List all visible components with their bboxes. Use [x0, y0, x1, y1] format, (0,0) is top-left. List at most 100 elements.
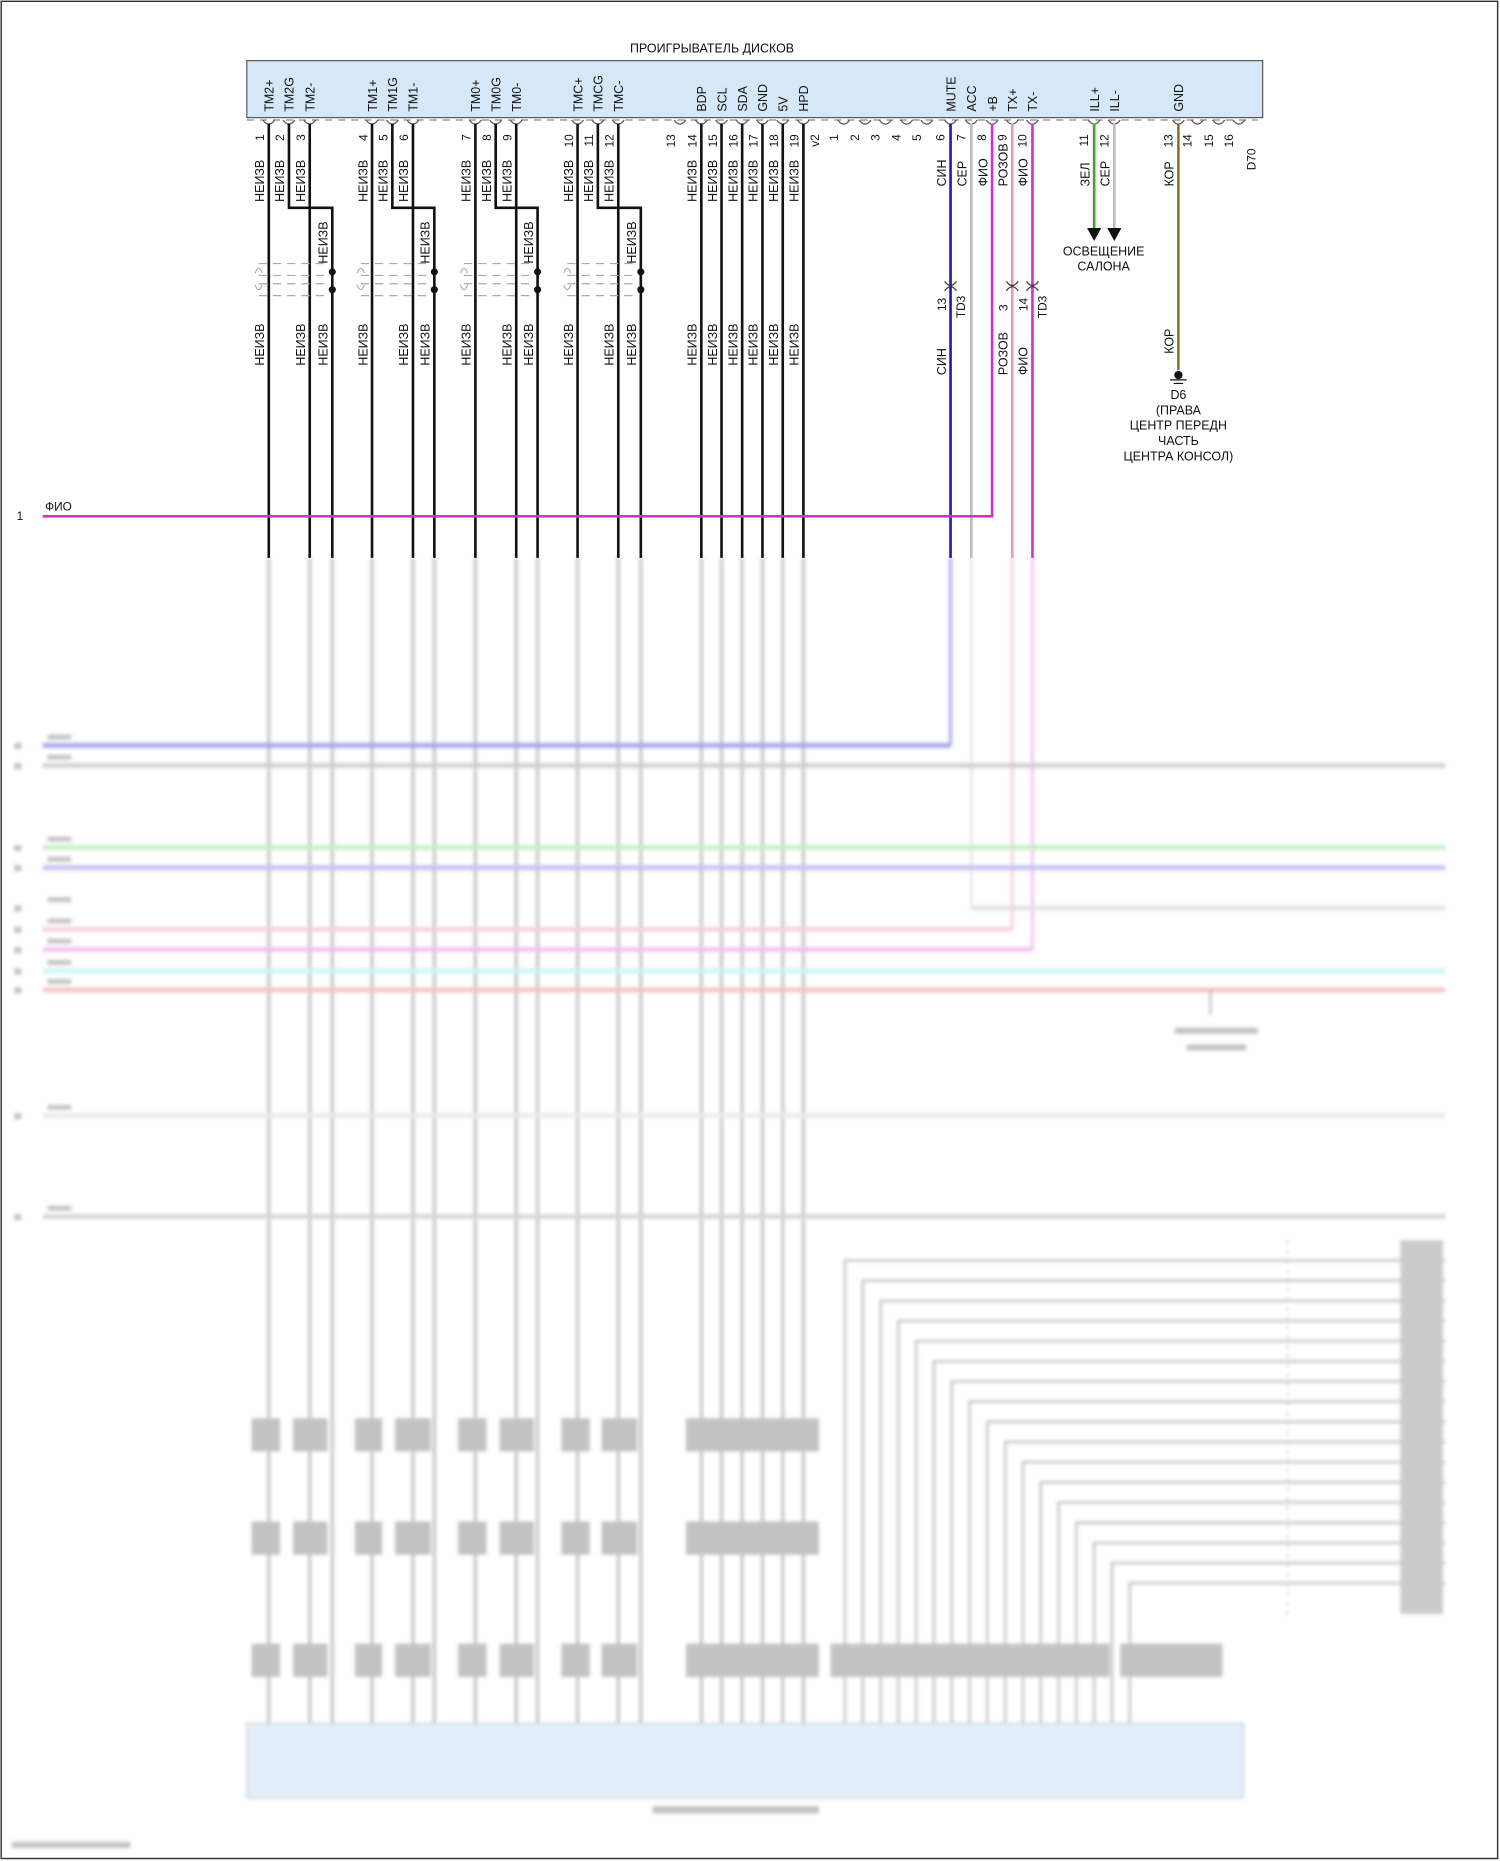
wire-color-label: НЕИЗВ [562, 160, 576, 202]
pin-label-tmcg: TMCG [592, 75, 606, 112]
pin-number: 4 [890, 134, 904, 141]
obscured-label [47, 918, 72, 924]
pin-number: 6 [397, 134, 411, 141]
obscured-label [1174, 1027, 1258, 1034]
obscured-label [14, 865, 22, 872]
pin-number: 9 [500, 134, 514, 141]
pin-number: 7 [954, 134, 968, 141]
obscured-label [499, 1521, 535, 1555]
pin-label-tmc-: TMC- [612, 81, 626, 112]
pin-number: 3 [294, 134, 308, 141]
wire-color-label: НЕИЗВ [356, 160, 370, 202]
pin-number: 8 [975, 134, 989, 141]
wire-color-label: НЕИЗВ [317, 324, 331, 366]
obscured-label [14, 905, 22, 912]
obscured-label [1186, 1044, 1247, 1051]
pin-number: 18 [767, 134, 781, 148]
obscured-wire [879, 1299, 1446, 1727]
pin-label-tm0-: TM0- [510, 83, 524, 112]
obscured-wire [1039, 1481, 1446, 1727]
wire-color-label: НЕИЗВ [253, 324, 267, 366]
pin-notch [673, 119, 687, 125]
pin-label-5v: 5V [776, 96, 790, 112]
obscured-label [14, 968, 22, 975]
obscured-label [293, 1418, 328, 1452]
pin-number: 5 [910, 134, 924, 141]
obscured-label [14, 845, 22, 851]
obscured-label [14, 743, 22, 749]
obscured-lower-section [11, 557, 1446, 1848]
pin-notch [694, 119, 708, 125]
wire-color-label: НЕИЗВ [603, 160, 617, 202]
pin-notch [406, 119, 420, 125]
wire-color-label: КОР [1163, 161, 1177, 186]
pin-notch [858, 119, 872, 125]
pin-label-tx-: TX- [1026, 92, 1040, 112]
pin-label-tm2g: TM2G [283, 77, 297, 112]
wire-color-label: НЕИЗВ [582, 160, 596, 202]
obscured-wire [1021, 1460, 1446, 1727]
pin-number: 19 [788, 134, 802, 148]
pin-number: 15 [1202, 134, 1216, 148]
obscured-label [458, 1521, 487, 1555]
pin-notch [715, 119, 728, 125]
ground-code: D6 [1170, 388, 1186, 402]
wire-color-label: ФИО [976, 158, 990, 186]
pin-number: 10 [1016, 134, 1030, 148]
visible-upper-section: ПРОИГРЫВАТЕЛЬ ДИСКОВ 1 TM2+ НЕИЗВ НЕИЗВ 2 TM2… [17, 41, 1264, 558]
wire-color-label: СЕР [956, 161, 970, 187]
pin-label-tx+: TX+ [1006, 88, 1020, 111]
pin-label-ill+: ILL+ [1088, 87, 1102, 112]
wire-color-label: СЕР [1099, 161, 1113, 187]
pin-notch [776, 119, 790, 125]
ground-location-label: (ПРАВА [1156, 403, 1202, 417]
obscured-label [47, 960, 72, 965]
pin-notch [509, 119, 523, 125]
obscured-label [47, 836, 72, 842]
pin-label-tm2-: TM2- [303, 83, 317, 112]
shield-curl [459, 267, 469, 291]
splice-dot [430, 268, 438, 276]
pin-notch [591, 119, 605, 125]
obscured-wire [914, 1339, 1446, 1727]
wire-color-label: НЕИЗВ [273, 160, 287, 202]
wire-color-label: ФИО [1017, 158, 1031, 186]
obscured-label [14, 947, 22, 954]
pin-notch [878, 119, 892, 125]
pin-number: 17 [747, 134, 761, 147]
pin-notch [303, 119, 317, 125]
obscured-label [601, 1643, 638, 1677]
obscured-label [251, 1521, 281, 1555]
pin-number: 12 [1097, 134, 1111, 147]
connector-code: D70 [1245, 148, 1259, 170]
obscured-label [47, 1104, 72, 1110]
obscured-label [14, 1214, 22, 1221]
obscured-wire [986, 1420, 1446, 1727]
splice-dot [534, 268, 542, 276]
wire-color-label: ФИО [1017, 347, 1031, 375]
pin-label-hpd: HPD [797, 85, 811, 111]
pin-notch [385, 119, 399, 125]
inline-connector-symbol [944, 281, 957, 292]
pin-notch [282, 119, 296, 125]
shield-curl [563, 267, 572, 291]
obscured-label [47, 938, 72, 944]
pin-number: 2 [848, 134, 862, 141]
wire-color-label: НЕИЗВ [419, 324, 433, 366]
wire-color-label: НЕИЗВ [522, 324, 536, 366]
obscured-label [499, 1643, 535, 1677]
pin-number: 7 [460, 134, 474, 141]
wire-color-label: НЕИЗВ [419, 221, 433, 263]
shield-curl [356, 267, 365, 291]
pin-number: 1 [827, 134, 841, 141]
obscured-label [561, 1521, 590, 1555]
pin-number: 12 [603, 134, 617, 147]
wire-color-label: НЕИЗВ [747, 324, 761, 366]
wire-color-label: НЕИЗВ [788, 324, 802, 366]
wire-color-label: НЕИЗВ [460, 160, 474, 202]
inline-connector-pin: 3 [997, 304, 1011, 311]
splice-dot [637, 286, 645, 294]
wire-color-label: НЕИЗВ [686, 160, 700, 202]
obscured-label [601, 1521, 638, 1555]
wire-color-label: НЕИЗВ [767, 160, 781, 202]
